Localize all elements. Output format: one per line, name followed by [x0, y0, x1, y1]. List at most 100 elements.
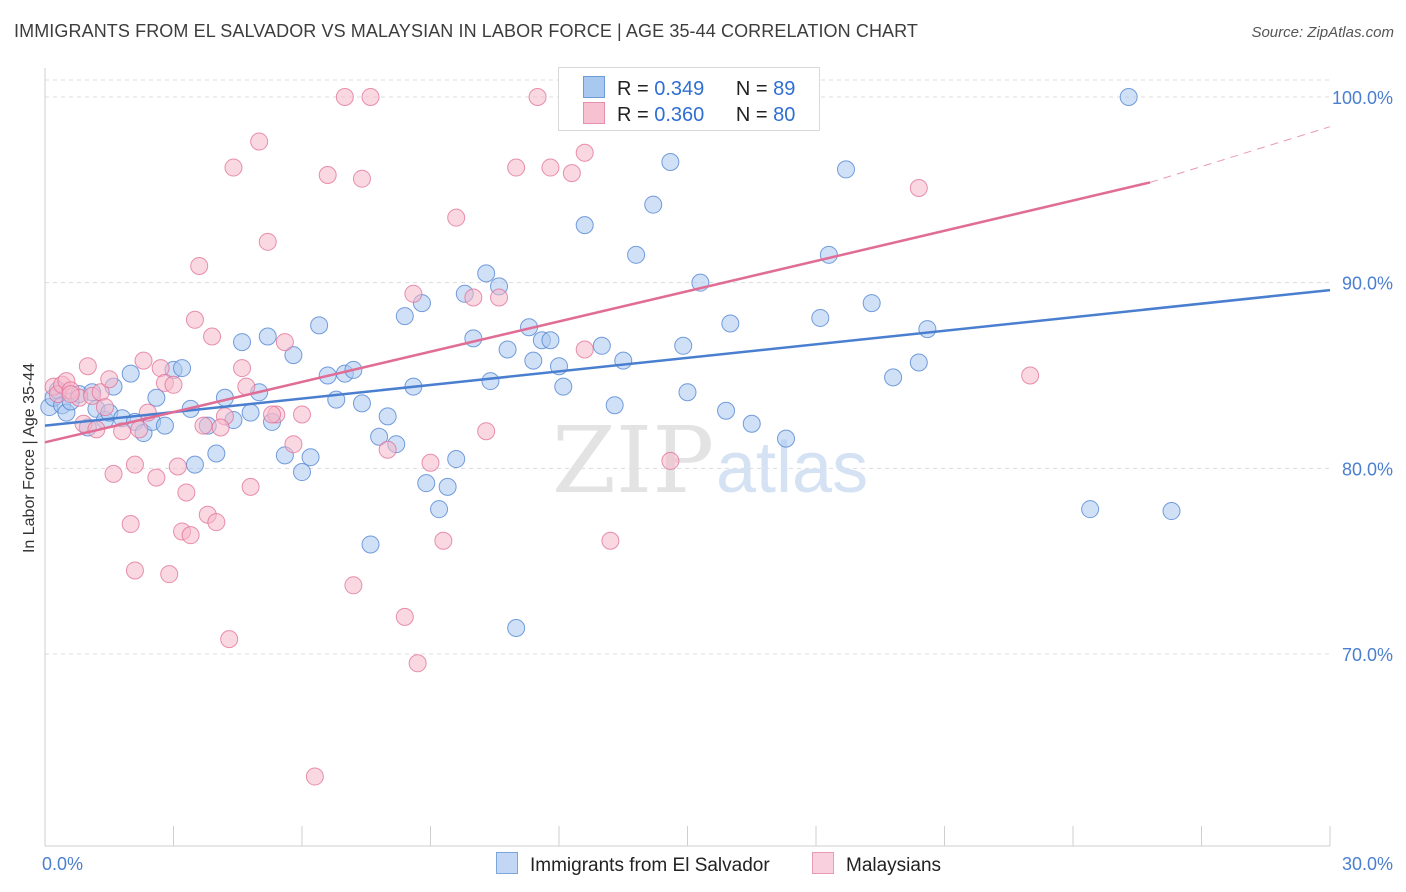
point-el-salvador [430, 500, 449, 519]
point-el-salvador [836, 160, 855, 179]
point-malaysians [361, 88, 380, 106]
point-el-salvador [661, 152, 680, 171]
point-el-salvador [352, 394, 371, 413]
legend-r-label: R = [617, 104, 649, 126]
point-malaysians [241, 477, 260, 496]
point-malaysians [125, 561, 144, 580]
point-malaysians [601, 531, 620, 550]
y-axis-label: In Labor Force | Age 35-44 [21, 363, 38, 553]
point-el-salvador [507, 619, 526, 638]
legend-label-el-salvador: Immigrants from El Salvador [530, 855, 770, 876]
point-malaysians [318, 165, 337, 184]
point-malaysians [293, 405, 311, 424]
point-el-salvador [811, 308, 830, 327]
point-el-salvador [464, 329, 483, 348]
legend-n-value-el-salvador: 89 [773, 78, 796, 100]
point-malaysians [575, 340, 594, 359]
point-malaysians [224, 158, 243, 177]
point-malaysians [233, 359, 252, 378]
point-malaysians [352, 169, 371, 188]
point-malaysians [263, 405, 282, 424]
point-malaysians [507, 158, 526, 177]
source-label: Source: ZipAtlas.com [1251, 24, 1394, 41]
point-malaysians [104, 464, 123, 483]
point-malaysians [190, 256, 209, 275]
point-malaysians [168, 457, 187, 476]
watermark: ZIP atlas [552, 407, 868, 514]
watermark-zip: ZIP [552, 407, 714, 514]
point-el-salvador [498, 340, 517, 359]
point-el-salvador [884, 368, 903, 387]
point-el-salvador [481, 372, 500, 391]
point-el-salvador [293, 463, 311, 482]
point-malaysians [95, 398, 114, 417]
series-legend: Immigrants from El Salvador Malaysians [0, 852, 1406, 878]
point-el-salvador [524, 351, 543, 370]
legend-label-malaysians: Malaysians [846, 855, 942, 876]
point-el-salvador [554, 377, 573, 396]
point-el-salvador [121, 364, 140, 383]
point-malaysians [194, 416, 213, 435]
point-malaysians [344, 576, 363, 595]
point-el-salvador [310, 316, 329, 335]
point-malaysians [203, 327, 222, 346]
y-tick-label: 70.0% [1342, 645, 1393, 665]
point-el-salvador [721, 314, 740, 333]
point-el-salvador [258, 327, 277, 346]
trend-line-malaysians-extension [1149, 126, 1331, 183]
point-el-salvador [614, 351, 633, 370]
legend-row-malaysians: R = 0.360 N = 80 [583, 102, 795, 128]
point-malaysians [207, 513, 226, 532]
point-malaysians [151, 359, 170, 378]
point-el-salvador [627, 245, 646, 264]
point-el-salvador [862, 294, 881, 313]
trend-line-malaysians [44, 181, 1151, 444]
point-el-salvador [742, 414, 761, 433]
y-tick-labels: 70.0% 80.0% 90.0% 100.0% [1332, 88, 1393, 665]
axes [44, 68, 1331, 847]
point-el-salvador [241, 403, 260, 422]
point-malaysians [395, 607, 414, 626]
point-el-salvador [674, 336, 693, 355]
point-el-salvador [477, 264, 496, 283]
point-malaysians [562, 164, 581, 183]
point-malaysians [541, 158, 560, 177]
legend-n-label: N = [735, 78, 768, 100]
point-el-salvador [777, 429, 796, 448]
point-malaysians [575, 143, 594, 162]
point-malaysians [421, 453, 440, 472]
point-el-salvador [678, 383, 697, 402]
legend-swatch-malaysians [583, 102, 605, 124]
legend-r-label: R = [617, 78, 649, 100]
point-malaysians [477, 422, 496, 441]
point-el-salvador [233, 333, 252, 352]
point-malaysians [250, 132, 269, 151]
point-malaysians [121, 515, 140, 534]
legend-item-malaysians[interactable]: Malaysians [812, 852, 941, 877]
series-malaysians-points [44, 88, 1040, 786]
point-malaysians [181, 526, 200, 545]
legend-swatch-malaysians [812, 852, 834, 874]
point-el-salvador [605, 396, 624, 415]
point-malaysians [177, 483, 196, 502]
point-malaysians [408, 654, 427, 673]
legend-item-el-salvador[interactable]: Immigrants from El Salvador [496, 852, 770, 877]
y-tick-label: 90.0% [1342, 274, 1393, 294]
point-el-salvador [284, 346, 303, 365]
x-tick-label-min: 0.0% [42, 854, 83, 874]
point-malaysians [211, 418, 230, 437]
point-malaysians [185, 310, 204, 329]
chart-title: IMMIGRANTS FROM EL SALVADOR VS MALAYSIAN… [14, 21, 919, 41]
point-malaysians [464, 288, 483, 307]
point-malaysians [284, 435, 303, 454]
point-malaysians [100, 370, 119, 389]
point-malaysians [130, 420, 149, 439]
legend-swatch-el-salvador [583, 76, 605, 98]
point-malaysians [275, 333, 294, 352]
point-el-salvador [1081, 500, 1100, 519]
point-el-salvador [147, 388, 166, 407]
point-el-salvador [395, 307, 414, 326]
point-malaysians [160, 565, 179, 584]
point-malaysians [258, 232, 277, 251]
